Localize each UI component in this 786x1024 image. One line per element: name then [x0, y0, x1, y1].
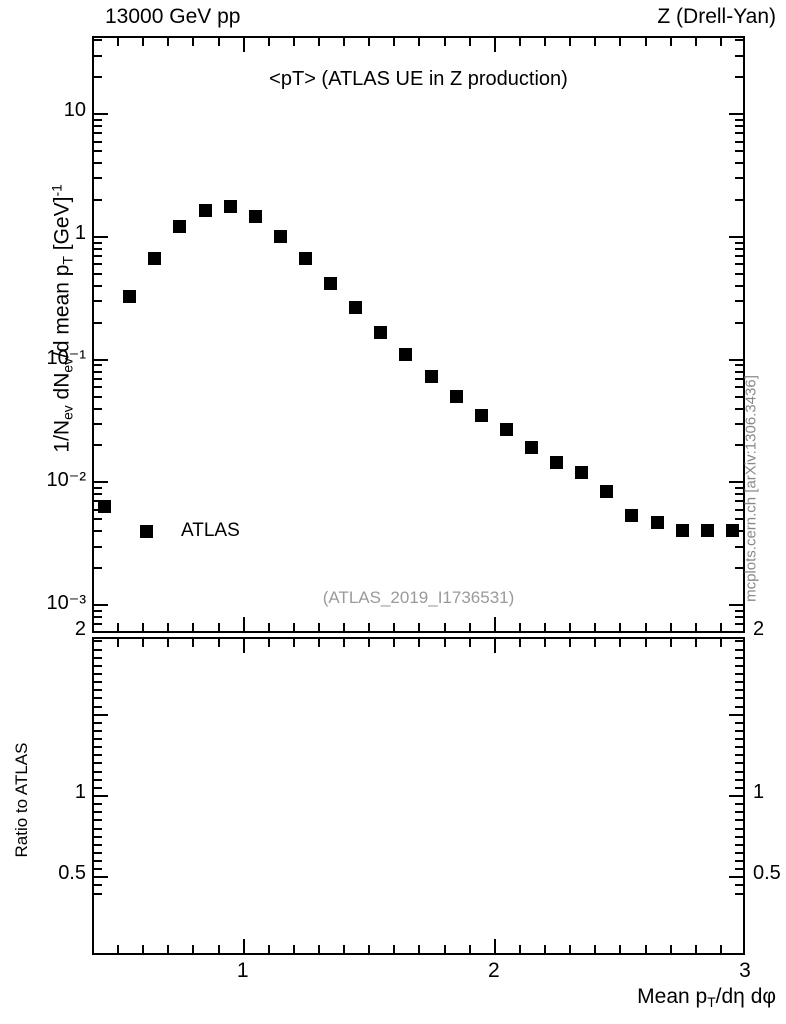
ratio-y-axis-title: Ratio to ATLAS	[12, 742, 31, 858]
beam-energy-label: 13000 GeV pp	[105, 5, 241, 28]
legend-label-atlas: ATLAS	[181, 520, 240, 541]
ratio-plot-panel	[92, 637, 745, 955]
y-tick-label: 10⁻¹	[46, 346, 86, 369]
y-tick-label: 10⁻²	[46, 469, 86, 492]
y-tick-label: 10	[63, 99, 86, 122]
plot-title-text: <pT> (ATLAS UE in Z production)	[269, 68, 568, 90]
y-axis-title: 1/Nev dNev/d mean pT [GeV]-1	[48, 184, 76, 453]
legend: ATLAS	[140, 518, 240, 544]
legend-marker-atlas	[140, 524, 153, 538]
process-label: Z (Drell-Yan)	[657, 5, 776, 28]
x-tick-label: 2	[488, 959, 500, 982]
y-tick-label: 10⁻³	[46, 592, 86, 615]
ratio-y-tick-label-right: 0.5	[753, 862, 781, 885]
x-tick-label: 1	[236, 959, 249, 982]
mcplots-credit: mcplots.cern.ch [arXiv:1306.3436]	[742, 375, 760, 602]
main-plot-panel	[92, 36, 745, 633]
x-tick-label: 3	[739, 959, 751, 982]
plot-title: <pT> (ATLAS UE in Z production)	[92, 68, 745, 91]
x-axis-title: Mean pT/dη dφ	[637, 985, 776, 1010]
y-tick-label: 1	[74, 222, 86, 244]
ratio-y-tick-label-right: 1	[753, 781, 765, 803]
ratio-y-tick-label-left: 2	[74, 618, 86, 641]
analysis-id-watermark: (ATLAS_2019_I1736531)	[322, 588, 515, 607]
